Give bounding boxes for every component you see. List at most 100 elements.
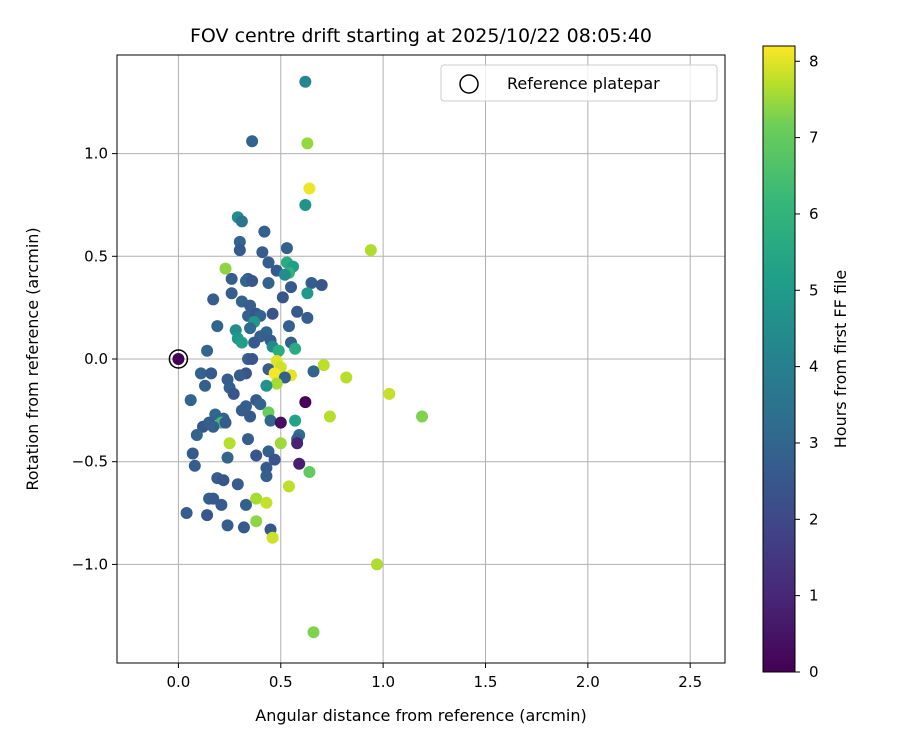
- data-point: [303, 182, 316, 195]
- reference-point-ring: [168, 349, 189, 369]
- colorbar-ticks: 0 1 2 3 4 5 6 7 8: [795, 52, 819, 681]
- data-point: [291, 437, 304, 450]
- y-tick-label: −0.5: [72, 453, 108, 471]
- data-point: [207, 492, 220, 505]
- data-point: [289, 342, 302, 355]
- colorbar-tick-label: 7: [809, 129, 819, 147]
- colorbar-gradient: [763, 46, 795, 672]
- data-point: [307, 365, 320, 378]
- data-point: [188, 459, 201, 472]
- data-point: [235, 215, 248, 228]
- y-axis-ticks: −1.0 −0.5 0.0 0.5 1.0: [72, 145, 117, 573]
- data-point: [254, 398, 267, 411]
- data-point: [250, 515, 263, 528]
- data-point: [264, 414, 277, 427]
- data-point: [383, 387, 396, 400]
- legend-label: Reference platepar: [507, 74, 660, 93]
- data-point: [282, 320, 295, 333]
- data-point: [225, 287, 238, 300]
- data-point: [303, 465, 316, 478]
- legend: Reference platepar: [440, 64, 718, 102]
- data-point: [293, 457, 306, 470]
- colorbar-frame: [762, 45, 796, 673]
- data-point: [274, 437, 287, 450]
- data-point: [364, 244, 377, 257]
- x-tick-label: 1.5: [474, 673, 498, 691]
- data-point: [266, 307, 279, 320]
- data-point: [221, 451, 234, 464]
- data-point: [207, 293, 220, 306]
- x-tick-label: 2.5: [678, 673, 702, 691]
- colorbar-tick-label: 8: [809, 52, 819, 70]
- colorbar: 0 1 2 3 4 5 6 7 8 Hours from first FF file: [762, 45, 850, 681]
- data-point: [246, 274, 259, 287]
- y-tick-label: 0.5: [84, 247, 108, 265]
- data-point: [260, 379, 273, 392]
- data-point: [291, 305, 304, 318]
- data-point: [315, 279, 328, 292]
- data-point: [258, 225, 271, 238]
- data-point: [262, 445, 275, 458]
- data-point: [180, 507, 193, 520]
- colorbar-tick-label: 0: [809, 663, 819, 681]
- data-point: [260, 496, 273, 509]
- data-point: [301, 287, 314, 300]
- data-point: [282, 480, 295, 493]
- data-point: [244, 322, 257, 335]
- data-point: [276, 291, 289, 304]
- data-point: [244, 299, 257, 312]
- y-axis-label: Rotation from reference (arcmin): [23, 227, 42, 490]
- data-point: [323, 410, 336, 423]
- data-point: [223, 437, 236, 450]
- data-point: [246, 135, 259, 148]
- data-point: [280, 242, 293, 255]
- x-tick-label: 0.5: [269, 673, 293, 691]
- reference-point: [172, 353, 185, 365]
- y-tick-label: 0.0: [84, 350, 108, 368]
- data-point: [274, 416, 287, 429]
- data-point: [201, 344, 214, 357]
- data-point: [211, 320, 224, 333]
- data-point: [242, 433, 255, 446]
- chart-title: FOV centre drift starting at 2025/10/22 …: [190, 25, 652, 47]
- colorbar-tick-label: 3: [809, 434, 819, 452]
- data-point: [285, 281, 298, 294]
- x-tick-label: 0.0: [166, 673, 190, 691]
- data-point: [227, 387, 240, 400]
- data-point: [233, 244, 246, 257]
- data-point: [244, 410, 257, 423]
- data-point: [215, 498, 228, 511]
- data-point: [278, 371, 291, 384]
- x-axis-ticks: 0.0 0.5 1.0 1.5 2.0 2.5: [166, 663, 702, 691]
- data-point: [305, 277, 318, 289]
- data-point: [221, 519, 234, 532]
- data-point: [299, 396, 312, 409]
- data-point: [219, 262, 232, 275]
- data-point: [301, 311, 314, 324]
- data-point: [416, 410, 429, 423]
- colorbar-tick-label: 6: [809, 205, 819, 223]
- data-point: [237, 521, 250, 534]
- data-point: [278, 268, 291, 281]
- data-point: [260, 470, 273, 483]
- data-point: [289, 414, 302, 427]
- x-axis-label: Angular distance from reference (arcmin): [255, 706, 586, 725]
- data-point: [248, 336, 261, 349]
- data-point: [199, 379, 212, 392]
- data-point: [225, 272, 238, 285]
- data-point: [184, 394, 197, 407]
- data-point: [250, 492, 263, 505]
- legend-box: [440, 64, 718, 102]
- data-point: [256, 246, 269, 259]
- data-point: [250, 449, 263, 462]
- data-point: [307, 626, 320, 639]
- data-point: [299, 75, 312, 88]
- data-point: [217, 474, 230, 487]
- colorbar-label: Hours from first FF file: [831, 270, 850, 449]
- data-point: [262, 256, 275, 269]
- data-point: [266, 531, 279, 544]
- data-point: [233, 369, 246, 382]
- data-point: [219, 416, 232, 429]
